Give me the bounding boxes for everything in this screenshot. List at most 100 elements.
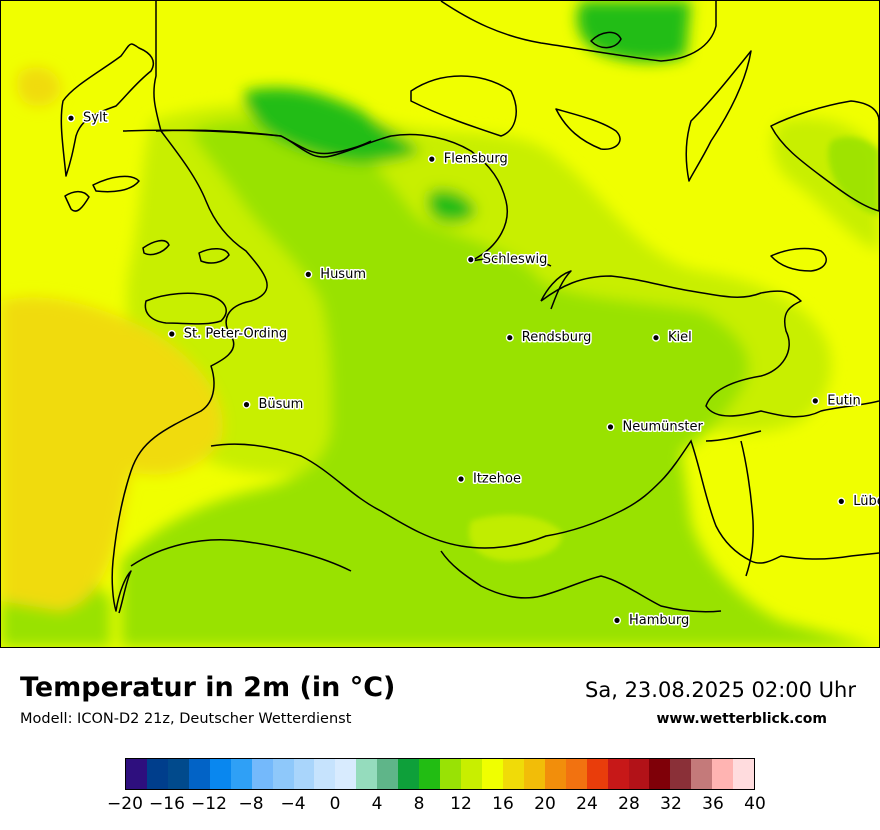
map-title: Temperatur in 2m (in °C) bbox=[20, 672, 396, 703]
colorbar-segment bbox=[544, 759, 566, 789]
colorbar-segment bbox=[188, 759, 210, 789]
city-marker-eutin bbox=[811, 396, 820, 405]
city-label-sylt: Sylt bbox=[83, 111, 108, 126]
colorbar-segment bbox=[272, 759, 294, 789]
border-hamburg bbox=[440, 550, 722, 613]
colorbar-segment bbox=[565, 759, 587, 789]
colorbar-segment bbox=[586, 759, 608, 789]
colorbar-segment bbox=[649, 759, 671, 789]
temperature-map: SyltFlensburgSchleswigHusumFehmarnSt. Pe… bbox=[0, 0, 880, 648]
coast-elbe-south bbox=[130, 538, 352, 572]
colorbar-tick-label: −4 bbox=[280, 794, 306, 814]
city-marker-hamburg bbox=[613, 616, 622, 625]
colorbar-segment bbox=[481, 759, 503, 789]
coast-nordstrand bbox=[198, 248, 230, 264]
city-marker-st-peter-ording bbox=[167, 330, 176, 339]
colorbar-segment bbox=[356, 759, 378, 789]
border-germany-denmark bbox=[122, 129, 372, 155]
city-label-itzehoe: Itzehoe bbox=[473, 472, 521, 487]
colorbar-tick-label: 0 bbox=[329, 794, 341, 814]
colorbar-segment bbox=[209, 759, 231, 789]
colorbar-segment bbox=[607, 759, 629, 789]
city-label-neumünster: Neumünster bbox=[623, 420, 704, 435]
coast-kiel-fjord bbox=[540, 270, 572, 310]
colorbar-tick-label: −20 bbox=[107, 794, 143, 814]
colorbar-tick-label: 8 bbox=[413, 794, 425, 814]
city-marker-flensburg bbox=[427, 155, 436, 164]
map-canvas: SyltFlensburgSchleswigHusumFehmarnSt. Pe… bbox=[1, 1, 879, 647]
colorbar-tick-label: −8 bbox=[238, 794, 264, 814]
coast-langeland bbox=[685, 50, 752, 182]
colorbar-segment bbox=[670, 759, 692, 789]
colorbar-tick-label: 4 bbox=[371, 794, 383, 814]
colorbar-segment bbox=[230, 759, 252, 789]
coastlines bbox=[60, 1, 879, 614]
colorbar-segment bbox=[314, 759, 336, 789]
colorbar-segment bbox=[461, 759, 482, 789]
colorbar-tick-label: 12 bbox=[450, 794, 472, 814]
colorbar-segment bbox=[126, 759, 147, 789]
coast-pellworm bbox=[142, 239, 170, 256]
city-marker-sylt bbox=[66, 114, 75, 123]
coast-sylt bbox=[60, 43, 155, 177]
city-label-husum: Husum bbox=[320, 267, 366, 282]
colorbar-segment bbox=[691, 759, 713, 789]
colorbar-segment bbox=[502, 759, 524, 789]
colorbar-segment bbox=[733, 759, 755, 789]
city-label-eutin: Eutin bbox=[827, 393, 860, 408]
colorbar-segment bbox=[398, 759, 420, 789]
colorbar-tick-label: 28 bbox=[618, 794, 640, 814]
colorbar-tick-label: 16 bbox=[492, 794, 514, 814]
city-marker-husum bbox=[304, 270, 313, 279]
borders bbox=[122, 129, 879, 613]
colorbar-segment bbox=[146, 759, 168, 789]
coast-lolland-north bbox=[555, 108, 621, 150]
coast-eiderstedt bbox=[144, 292, 227, 325]
colorbar-segment bbox=[523, 759, 545, 789]
field-zone-16-small bbox=[16, 67, 61, 107]
temperature-field bbox=[1, 1, 879, 647]
field-zone-4-island bbox=[576, 1, 691, 63]
coast-danish-islands bbox=[590, 31, 622, 49]
colorbar-tick-label: 20 bbox=[534, 794, 556, 814]
forecast-datetime: Sa, 23.08.2025 02:00 Uhr bbox=[585, 678, 856, 702]
colorbar-segment bbox=[167, 759, 189, 789]
colorbar-tick-label: 24 bbox=[576, 794, 598, 814]
city-label-hamburg: Hamburg bbox=[629, 613, 689, 628]
city-marker-lübeck bbox=[837, 497, 846, 506]
coast-luebeck-bay bbox=[705, 430, 762, 442]
city-marker-rendsburg bbox=[505, 333, 514, 342]
colorbar-segment bbox=[377, 759, 399, 789]
website-link[interactable]: www.wetterblick.com bbox=[656, 711, 828, 727]
city-markers: SyltFlensburgSchleswigHusumFehmarnSt. Pe… bbox=[66, 109, 879, 629]
city-label-st-peter-ording: St. Peter-Ording bbox=[184, 327, 287, 342]
colorbar-segment bbox=[440, 759, 461, 789]
field-zone-16-sea bbox=[1, 297, 223, 611]
coast-amrum bbox=[64, 190, 90, 212]
field-zone-4-north bbox=[244, 87, 421, 163]
field-zone-8-central bbox=[121, 120, 879, 647]
field-zone-4-inlet bbox=[427, 189, 476, 223]
colorbar-tick-labels: −20 −16 −12 −8 −4 0 4 8 12 16 20 24 28 32 36 40 bbox=[0, 794, 880, 818]
city-label-schleswig: Schleswig bbox=[483, 252, 548, 267]
field-detail-ne bbox=[828, 136, 879, 216]
colorbar-segment bbox=[419, 759, 441, 789]
map-footer: Temperatur in 2m (in °C) Modell: ICON-D2… bbox=[0, 648, 880, 830]
colorbar-segment bbox=[712, 759, 734, 789]
border-schleswig-holstein-south bbox=[460, 439, 879, 564]
city-marker-kiel bbox=[652, 333, 661, 342]
colorbar-segment bbox=[251, 759, 273, 789]
city-label-büsum: Büsum bbox=[259, 397, 304, 412]
coast-foehr bbox=[92, 175, 140, 193]
city-label-lübeck: Lübeck bbox=[853, 494, 879, 509]
field-detail-hamburg bbox=[469, 515, 562, 561]
city-marker-neumünster bbox=[606, 423, 615, 432]
colorbar-segment bbox=[628, 759, 650, 789]
city-marker-schleswig bbox=[466, 255, 475, 264]
city-marker-itzehoe bbox=[457, 475, 466, 484]
colorbar-tick-label: −16 bbox=[149, 794, 185, 814]
colorbar-segment bbox=[335, 759, 357, 789]
colorbar-segment bbox=[293, 759, 315, 789]
colorbar-tick-label: −12 bbox=[191, 794, 227, 814]
temperature-colorbar bbox=[125, 758, 755, 790]
